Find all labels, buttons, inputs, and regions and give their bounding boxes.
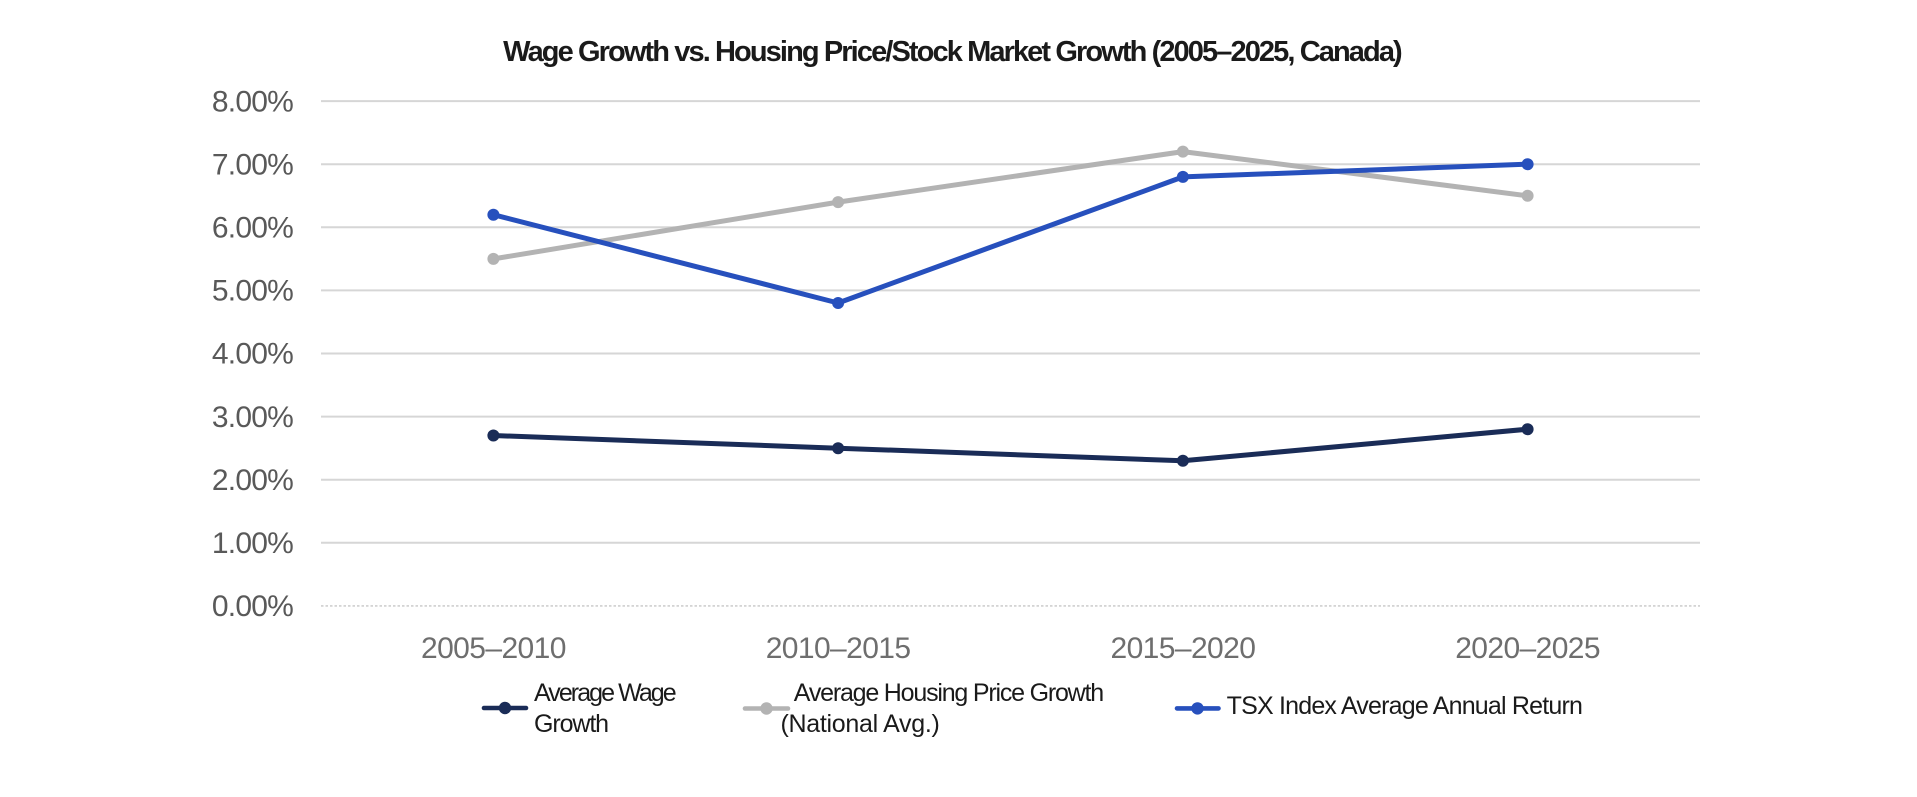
- svg-text:1.00%: 1.00%: [212, 527, 293, 560]
- svg-text:2015–2020: 2015–2020: [1111, 632, 1256, 665]
- svg-text:6.00%: 6.00%: [212, 212, 293, 245]
- svg-text:8.00%: 8.00%: [212, 85, 293, 118]
- svg-text:(National Avg.): (National Avg.): [781, 710, 940, 738]
- svg-text:4.00%: 4.00%: [212, 338, 293, 371]
- svg-text:Wage Growth vs. Housing Price/: Wage Growth vs. Housing Price/Stock Mark…: [503, 36, 1402, 68]
- svg-text:2.00%: 2.00%: [212, 464, 293, 497]
- svg-text:Average Wage: Average Wage: [534, 679, 676, 707]
- svg-text:2010–2015: 2010–2015: [766, 632, 911, 665]
- svg-text:Average Housing Price Growth: Average Housing Price Growth: [794, 679, 1103, 707]
- svg-text:Growth: Growth: [534, 710, 608, 738]
- svg-text:TSX Index Average Annual Retur: TSX Index Average Annual Return: [1227, 692, 1583, 720]
- svg-text:0.00%: 0.00%: [212, 590, 293, 623]
- svg-text:5.00%: 5.00%: [212, 275, 293, 308]
- svg-text:7.00%: 7.00%: [212, 148, 293, 181]
- svg-text:2020–2025: 2020–2025: [1455, 632, 1600, 665]
- svg-text:3.00%: 3.00%: [212, 401, 293, 434]
- svg-text:2005–2010: 2005–2010: [421, 632, 566, 665]
